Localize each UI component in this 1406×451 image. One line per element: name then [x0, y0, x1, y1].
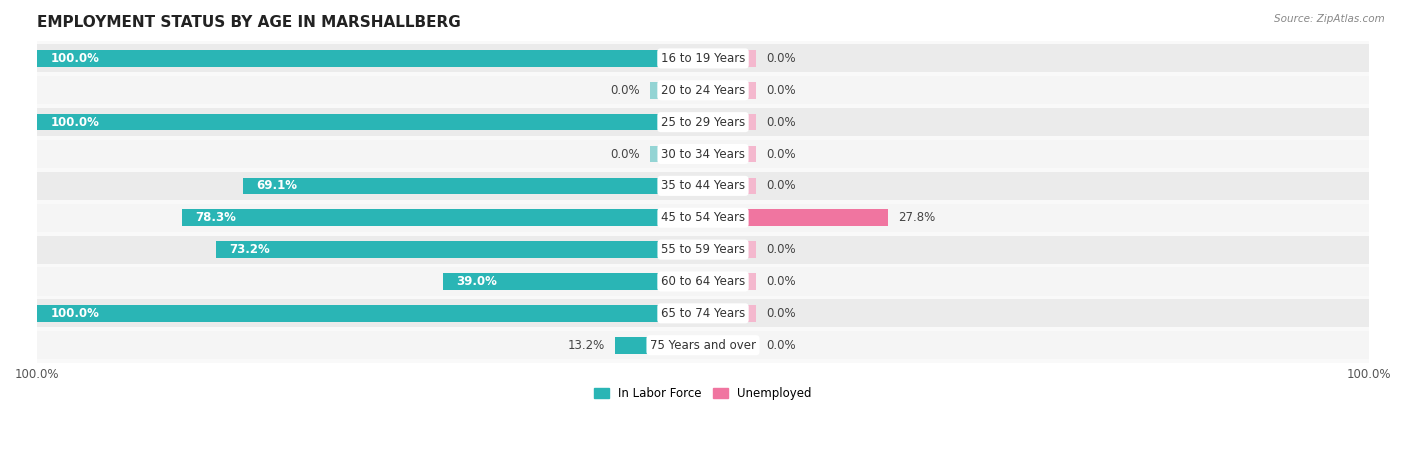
- Text: 73.2%: 73.2%: [229, 243, 270, 256]
- Bar: [37, 140, 1369, 168]
- Text: 0.0%: 0.0%: [766, 243, 796, 256]
- Bar: [37, 44, 1369, 73]
- Text: 100.0%: 100.0%: [51, 307, 100, 320]
- Bar: [703, 305, 756, 322]
- Text: 39.0%: 39.0%: [457, 275, 498, 288]
- Text: 45 to 54 Years: 45 to 54 Years: [661, 211, 745, 224]
- Bar: [443, 273, 703, 290]
- Bar: [37, 114, 703, 130]
- Bar: [37, 267, 1369, 295]
- Bar: [703, 178, 756, 194]
- Bar: [650, 146, 703, 162]
- Bar: [181, 209, 703, 226]
- Bar: [614, 337, 703, 354]
- Text: 100.0%: 100.0%: [51, 115, 100, 129]
- Text: 0.0%: 0.0%: [766, 115, 796, 129]
- Text: 25 to 29 Years: 25 to 29 Years: [661, 115, 745, 129]
- Text: 27.8%: 27.8%: [898, 211, 935, 224]
- Text: 30 to 34 Years: 30 to 34 Years: [661, 147, 745, 161]
- Bar: [37, 172, 1369, 200]
- Text: 69.1%: 69.1%: [256, 179, 297, 193]
- Bar: [703, 337, 756, 354]
- Bar: [37, 331, 1369, 359]
- Bar: [703, 50, 756, 67]
- Text: 0.0%: 0.0%: [766, 307, 796, 320]
- Text: 0.0%: 0.0%: [766, 179, 796, 193]
- Bar: [703, 114, 756, 130]
- Bar: [37, 235, 1369, 264]
- Bar: [37, 204, 1369, 232]
- Text: 0.0%: 0.0%: [766, 84, 796, 97]
- Bar: [37, 305, 703, 322]
- Text: 100.0%: 100.0%: [51, 52, 100, 65]
- Text: 60 to 64 Years: 60 to 64 Years: [661, 275, 745, 288]
- Text: 0.0%: 0.0%: [766, 339, 796, 352]
- Text: 0.0%: 0.0%: [766, 275, 796, 288]
- Text: 20 to 24 Years: 20 to 24 Years: [661, 84, 745, 97]
- Legend: In Labor Force, Unemployed: In Labor Force, Unemployed: [589, 383, 817, 405]
- Bar: [650, 82, 703, 99]
- Text: 0.0%: 0.0%: [766, 147, 796, 161]
- Text: Source: ZipAtlas.com: Source: ZipAtlas.com: [1274, 14, 1385, 23]
- Bar: [37, 50, 703, 67]
- Text: 55 to 59 Years: 55 to 59 Years: [661, 243, 745, 256]
- Bar: [703, 146, 756, 162]
- Bar: [703, 241, 756, 258]
- Text: 78.3%: 78.3%: [195, 211, 236, 224]
- Text: 0.0%: 0.0%: [610, 84, 640, 97]
- Text: 16 to 19 Years: 16 to 19 Years: [661, 52, 745, 65]
- Bar: [703, 209, 889, 226]
- Text: 13.2%: 13.2%: [568, 339, 605, 352]
- Text: 35 to 44 Years: 35 to 44 Years: [661, 179, 745, 193]
- Text: 0.0%: 0.0%: [766, 52, 796, 65]
- Bar: [703, 82, 756, 99]
- Bar: [37, 76, 1369, 104]
- Text: 65 to 74 Years: 65 to 74 Years: [661, 307, 745, 320]
- Bar: [215, 241, 703, 258]
- Bar: [243, 178, 703, 194]
- Bar: [37, 108, 1369, 136]
- Text: EMPLOYMENT STATUS BY AGE IN MARSHALLBERG: EMPLOYMENT STATUS BY AGE IN MARSHALLBERG: [37, 15, 461, 30]
- Bar: [703, 273, 756, 290]
- Text: 75 Years and over: 75 Years and over: [650, 339, 756, 352]
- Bar: [37, 299, 1369, 327]
- Text: 0.0%: 0.0%: [610, 147, 640, 161]
